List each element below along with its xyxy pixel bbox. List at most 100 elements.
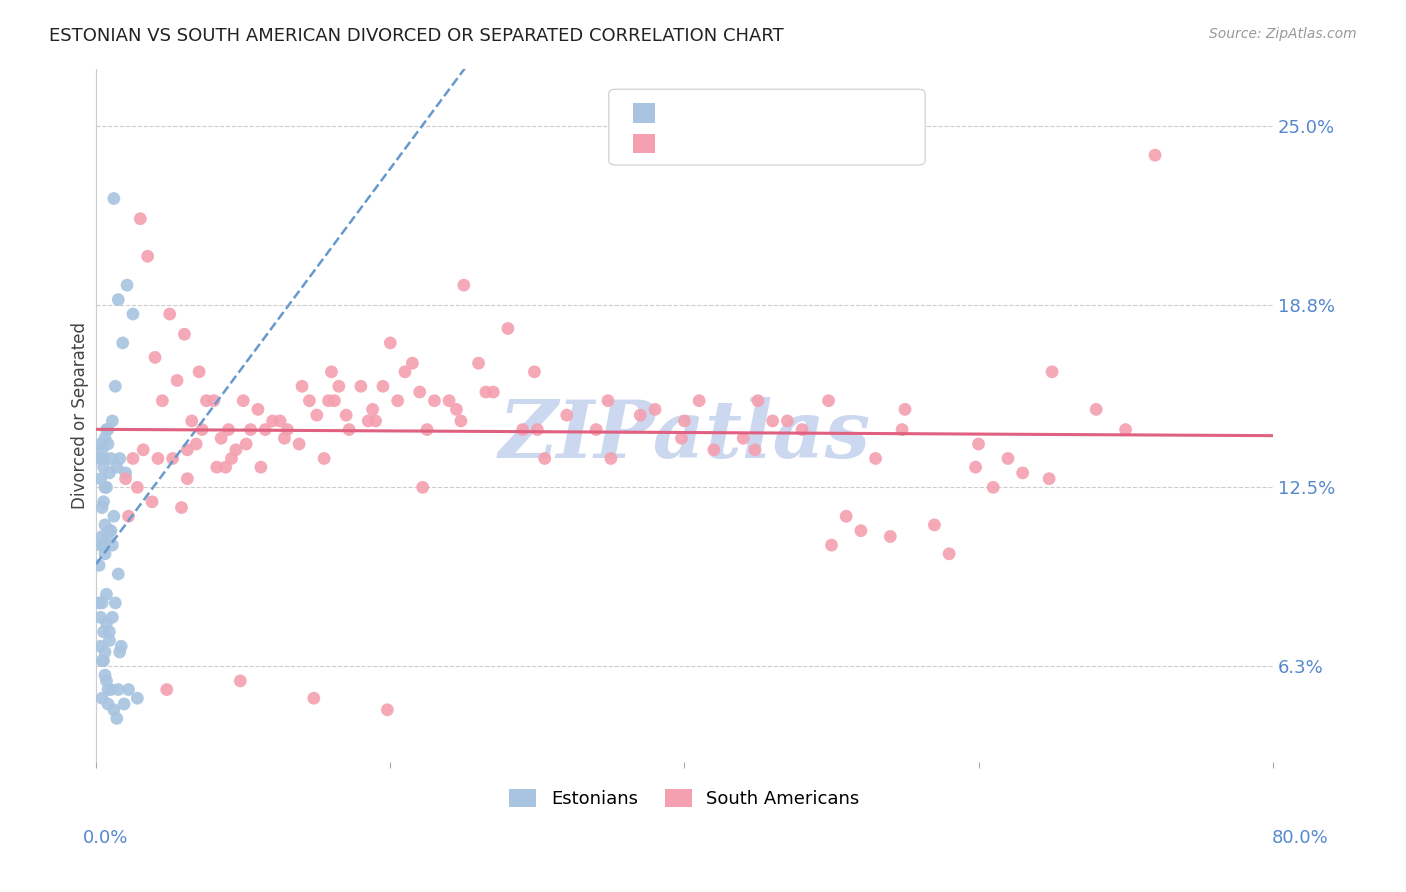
Point bbox=[97, 529, 120, 543]
Point bbox=[97, 437, 120, 451]
Point bbox=[127, 691, 149, 706]
Point bbox=[733, 431, 755, 445]
Point bbox=[269, 414, 291, 428]
Point bbox=[143, 351, 166, 365]
Point bbox=[894, 402, 917, 417]
Point bbox=[981, 480, 1004, 494]
Text: R =  0.224: R = 0.224 bbox=[666, 135, 762, 153]
Text: R = -0.025: R = -0.025 bbox=[666, 104, 763, 122]
Point bbox=[671, 431, 693, 445]
Point bbox=[105, 711, 128, 725]
Point bbox=[132, 442, 155, 457]
Point bbox=[262, 414, 284, 428]
Point bbox=[482, 385, 505, 400]
Point bbox=[114, 466, 136, 480]
Point bbox=[401, 356, 423, 370]
Point bbox=[100, 451, 122, 466]
Point bbox=[114, 472, 136, 486]
Point bbox=[328, 379, 350, 393]
Point bbox=[323, 393, 346, 408]
Point bbox=[337, 423, 360, 437]
Point bbox=[90, 437, 112, 451]
Point bbox=[817, 393, 839, 408]
Point bbox=[762, 414, 785, 428]
Point bbox=[129, 211, 152, 226]
Point bbox=[91, 442, 114, 457]
Point bbox=[533, 451, 555, 466]
Point bbox=[776, 414, 799, 428]
Point bbox=[117, 509, 139, 524]
Point bbox=[218, 423, 240, 437]
Point bbox=[89, 451, 111, 466]
Point bbox=[849, 524, 872, 538]
Point bbox=[105, 460, 128, 475]
Legend: Estonians, South Americans: Estonians, South Americans bbox=[502, 781, 868, 815]
Point bbox=[250, 460, 273, 475]
Point bbox=[97, 697, 120, 711]
Point bbox=[335, 408, 357, 422]
Point bbox=[91, 596, 114, 610]
Point bbox=[117, 682, 139, 697]
Point bbox=[96, 587, 118, 601]
Point bbox=[1040, 365, 1063, 379]
Point bbox=[107, 567, 129, 582]
Point bbox=[91, 654, 114, 668]
Point bbox=[107, 682, 129, 697]
Point bbox=[180, 414, 202, 428]
Point bbox=[96, 616, 118, 631]
Point bbox=[166, 374, 188, 388]
Point bbox=[599, 451, 621, 466]
Point bbox=[350, 379, 373, 393]
Point bbox=[188, 365, 211, 379]
Point bbox=[357, 414, 380, 428]
Point bbox=[108, 645, 131, 659]
Point bbox=[90, 472, 112, 486]
Point bbox=[965, 460, 987, 475]
Point bbox=[100, 682, 122, 697]
Point bbox=[1011, 466, 1033, 480]
Point bbox=[195, 393, 218, 408]
Point bbox=[176, 442, 198, 457]
Point bbox=[314, 451, 336, 466]
Point bbox=[305, 408, 328, 422]
Point bbox=[150, 393, 173, 408]
Point bbox=[364, 414, 387, 428]
Point bbox=[744, 442, 766, 457]
Point bbox=[91, 691, 114, 706]
Point bbox=[112, 697, 135, 711]
Point bbox=[176, 472, 198, 486]
Point bbox=[232, 393, 254, 408]
Point bbox=[1143, 148, 1166, 162]
Point bbox=[97, 682, 120, 697]
Point bbox=[225, 442, 247, 457]
Point bbox=[387, 393, 409, 408]
Point bbox=[361, 402, 384, 417]
Point bbox=[891, 423, 914, 437]
Point bbox=[186, 437, 208, 451]
Point bbox=[475, 385, 498, 400]
Point bbox=[94, 431, 117, 445]
Point bbox=[103, 509, 125, 524]
Point bbox=[412, 480, 434, 494]
Point bbox=[555, 408, 578, 422]
Point bbox=[291, 379, 314, 393]
Text: N = 66: N = 66 bbox=[841, 104, 904, 122]
Point bbox=[89, 596, 111, 610]
Point bbox=[89, 558, 111, 573]
Point bbox=[467, 356, 489, 370]
Point bbox=[103, 703, 125, 717]
Point bbox=[94, 668, 117, 682]
Point bbox=[170, 500, 193, 515]
Point bbox=[98, 466, 121, 480]
Point bbox=[321, 365, 343, 379]
Point bbox=[450, 414, 472, 428]
Point bbox=[90, 639, 112, 653]
Point bbox=[94, 645, 117, 659]
Point bbox=[879, 529, 901, 543]
Point bbox=[173, 327, 195, 342]
Point bbox=[997, 451, 1019, 466]
Point bbox=[628, 408, 651, 422]
Point bbox=[108, 451, 131, 466]
Point bbox=[96, 423, 118, 437]
Point bbox=[229, 673, 252, 688]
